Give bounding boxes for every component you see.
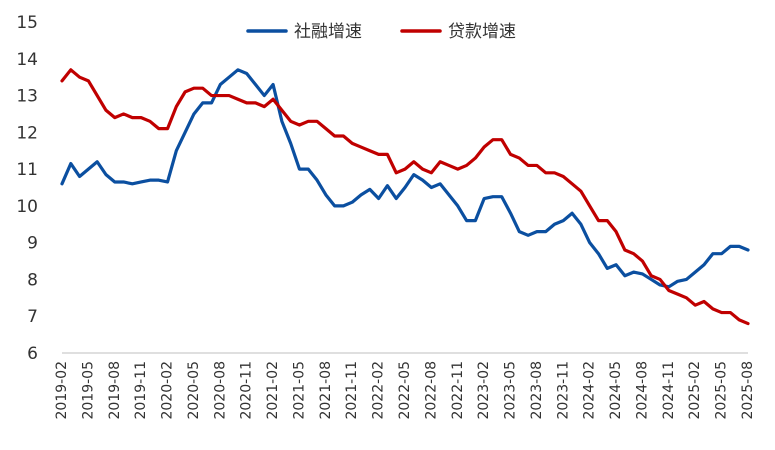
- x-tick-label: 2021-11: [344, 361, 360, 420]
- y-tick-label: 15: [16, 13, 38, 33]
- series-line-2: [60, 68, 750, 326]
- x-tick-label: 2021-08: [318, 361, 334, 420]
- y-tick-label: 7: [27, 307, 38, 327]
- x-tick-label: 2023-02: [476, 361, 492, 420]
- y-tick-label: 12: [16, 123, 38, 143]
- x-tick-label: 2020-05: [186, 361, 202, 420]
- x-tick-label: 2024-08: [634, 361, 650, 420]
- x-tick-label: 2022-02: [371, 361, 387, 420]
- x-tick-label: 2021-05: [291, 361, 307, 420]
- legend: 社融增速 贷款增速: [246, 22, 516, 42]
- series-layer: [60, 68, 750, 326]
- x-tick-label: 2019-08: [107, 361, 123, 420]
- legend-label: 社融增速: [294, 22, 362, 42]
- x-tick-label: 2020-02: [160, 361, 176, 420]
- y-tick-label: 9: [27, 234, 38, 254]
- x-tick-label: 2025-05: [714, 361, 730, 420]
- x-tick-label: 2024-11: [661, 361, 677, 420]
- y-tick-label: 6: [27, 344, 38, 364]
- legend-label: 贷款增速: [448, 22, 516, 42]
- x-tick-label: 2023-05: [503, 361, 519, 420]
- x-tick-label: 2021-02: [265, 361, 281, 420]
- x-tick-label: 2019-11: [133, 361, 149, 420]
- x-tick-label: 2023-08: [529, 361, 545, 420]
- y-tick-label: 10: [16, 197, 38, 217]
- x-tick-label: 2020-11: [239, 361, 255, 420]
- x-tick-label: 2022-11: [450, 361, 466, 420]
- y-tick-label: 11: [16, 160, 38, 180]
- x-tick-label: 2023-11: [555, 361, 571, 420]
- y-axis: 6 7 8 9 10 11 12 13 14 15: [16, 13, 38, 364]
- x-tick-label: 2022-05: [397, 361, 413, 420]
- y-tick-label: 8: [27, 270, 38, 290]
- x-tick-label: 2024-05: [608, 361, 624, 420]
- x-tick-label: 2019-02: [54, 361, 70, 420]
- x-tick-label: 2024-02: [582, 361, 598, 420]
- x-tick-label: 2022-08: [423, 361, 439, 420]
- y-tick-label: 14: [16, 50, 38, 70]
- x-axis: 2019-02 2019-05 2019-08 2019-11 2020-02 2020-…: [54, 352, 756, 420]
- y-tick-label: 13: [16, 87, 38, 107]
- series-line-1: [60, 68, 750, 289]
- x-tick-label: 2025-08: [740, 361, 756, 420]
- x-tick-label: 2025-02: [687, 361, 703, 420]
- x-tick-label: 2019-05: [80, 361, 96, 420]
- x-tick-label: 2020-08: [212, 361, 228, 420]
